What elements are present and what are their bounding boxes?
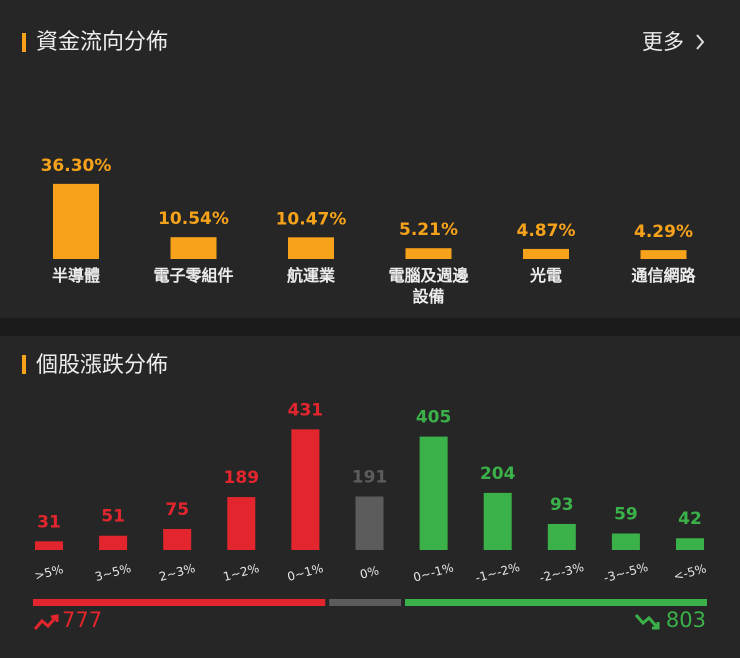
category-label: 光電 bbox=[529, 266, 562, 285]
value-label: 75 bbox=[165, 500, 189, 520]
value-label: 405 bbox=[416, 408, 452, 428]
value-label: 42 bbox=[678, 509, 702, 529]
section-title: 個股漲跌分佈 bbox=[36, 353, 168, 378]
value-label: 204 bbox=[480, 464, 516, 484]
bar bbox=[355, 496, 384, 550]
value-label: 4.29% bbox=[634, 222, 693, 242]
bar bbox=[170, 237, 217, 259]
category-label: 航運業 bbox=[286, 266, 335, 285]
chevron[interactable] bbox=[696, 34, 705, 50]
value-label: 191 bbox=[352, 468, 388, 488]
value-label: 36.30% bbox=[41, 156, 112, 176]
bar bbox=[35, 541, 63, 550]
bar bbox=[405, 248, 452, 259]
down-icon bbox=[652, 622, 660, 630]
panel bbox=[0, 0, 740, 318]
value-label: 10.54% bbox=[158, 209, 229, 229]
bar bbox=[227, 497, 256, 550]
section-title: 資金流向分佈 bbox=[36, 30, 168, 55]
bar bbox=[53, 183, 99, 259]
category-label: 半導體 bbox=[51, 266, 100, 285]
value-label: 4.87% bbox=[517, 221, 576, 241]
value-label: 431 bbox=[288, 400, 324, 420]
up-icon bbox=[50, 614, 59, 622]
value-label: 189 bbox=[224, 468, 260, 488]
bar bbox=[676, 538, 704, 550]
summary-segment bbox=[33, 599, 326, 606]
down-total: 803 bbox=[666, 608, 706, 632]
bar bbox=[523, 248, 569, 259]
category-label: 電子零組件 bbox=[153, 266, 234, 285]
value-label: 51 bbox=[101, 507, 125, 527]
down-icon bbox=[634, 614, 659, 628]
value-label: 5.21% bbox=[399, 220, 458, 240]
value-label: 59 bbox=[614, 504, 638, 524]
value-label: 93 bbox=[550, 495, 574, 515]
category-label: 通信網路 bbox=[631, 266, 696, 285]
accent bbox=[22, 33, 26, 52]
more-link[interactable]: 更多 bbox=[642, 30, 684, 54]
summary-segment bbox=[405, 599, 707, 606]
accent bbox=[22, 355, 26, 374]
bar bbox=[99, 535, 128, 550]
bar bbox=[547, 523, 576, 550]
value-label: 10.47% bbox=[276, 209, 347, 229]
up-total: 777 bbox=[62, 608, 102, 632]
bar bbox=[611, 533, 640, 550]
bar bbox=[288, 237, 334, 259]
bar bbox=[291, 429, 320, 550]
category-label: 0% bbox=[358, 563, 380, 581]
category-label: 電腦及週邊設備 bbox=[388, 266, 469, 306]
up-icon bbox=[33, 616, 58, 630]
bar bbox=[419, 436, 448, 550]
summary-segment bbox=[329, 599, 402, 606]
bar bbox=[640, 250, 687, 259]
bar bbox=[483, 492, 512, 550]
value-label: 31 bbox=[37, 512, 61, 532]
bar bbox=[163, 529, 192, 550]
